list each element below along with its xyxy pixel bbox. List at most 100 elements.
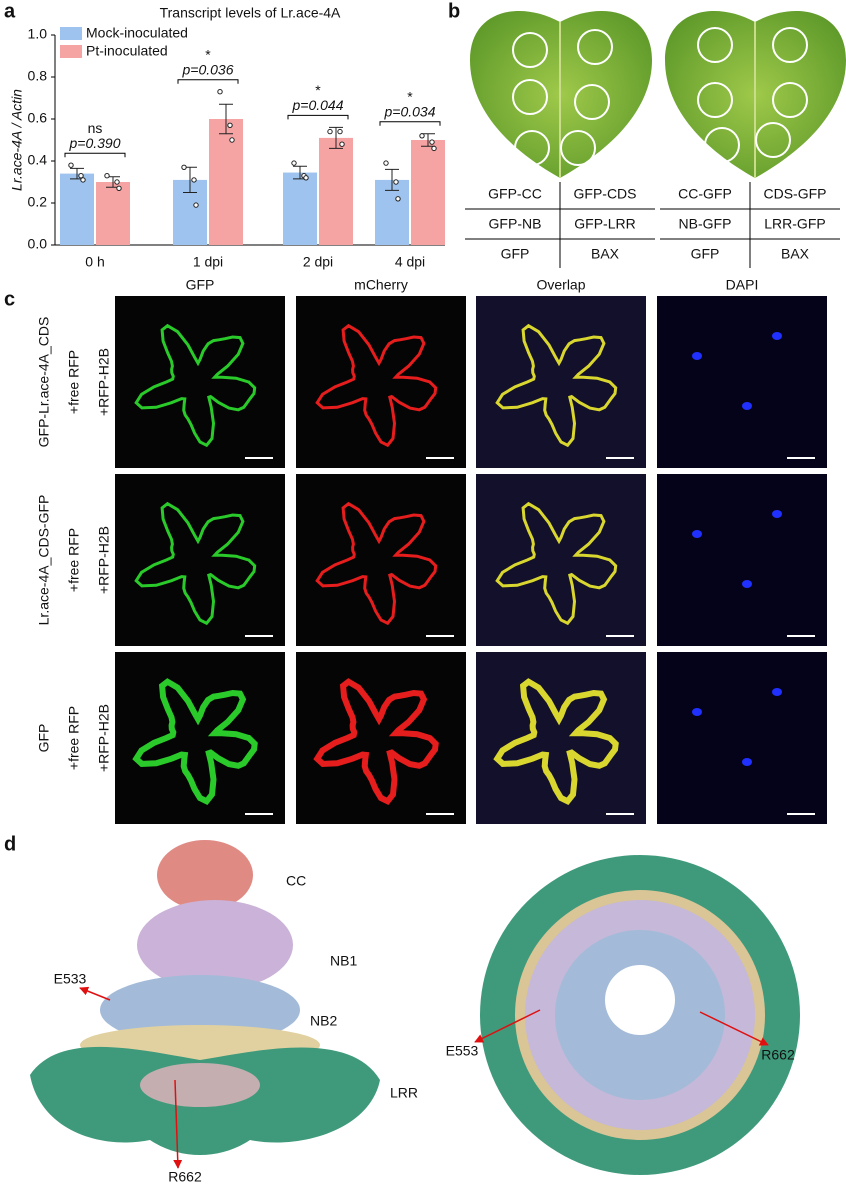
leaf-label: GFP	[691, 246, 720, 262]
y-tick-label: 0.4	[28, 152, 48, 168]
nucleus	[772, 688, 782, 696]
panel-label: b	[448, 0, 460, 22]
data-point	[191, 177, 197, 183]
row-label: +RFP-H2B	[96, 704, 112, 772]
legend-swatch	[60, 45, 82, 58]
x-tick-label: 1 dpi	[193, 254, 223, 270]
structure-label: R662	[168, 1169, 202, 1185]
p-value: p=0.036	[182, 61, 234, 77]
error-bar	[385, 168, 399, 191]
structure-label: E553	[446, 1043, 479, 1059]
y-tick-label: 0.2	[28, 194, 48, 210]
data-point	[431, 145, 437, 152]
structure-label: R662	[761, 1047, 795, 1063]
nucleus	[692, 708, 702, 716]
protein-structure	[480, 855, 800, 1175]
error-bar	[329, 126, 343, 149]
leaf-label: LRR-GFP	[764, 216, 825, 232]
data-point	[339, 141, 345, 147]
nucleus	[742, 758, 752, 766]
cell-outline	[134, 501, 257, 626]
bar	[96, 182, 130, 245]
leaf-image	[470, 10, 652, 178]
significance: ns	[88, 120, 103, 136]
nucleus	[772, 510, 782, 518]
leaf-label: BAX	[591, 246, 620, 262]
data-point	[78, 173, 84, 179]
bar	[60, 173, 94, 245]
bar	[283, 172, 317, 245]
cell-outline	[313, 678, 439, 805]
data-point	[217, 89, 223, 95]
data-point	[181, 164, 187, 171]
micrograph	[657, 296, 827, 468]
structure-label: NB1	[330, 953, 357, 969]
row-label: Lr.ace-4A_CDS-GFP	[36, 495, 52, 626]
p-value: p=0.390	[69, 135, 121, 151]
panel-label: d	[4, 833, 16, 855]
cell-outline	[134, 323, 257, 448]
significance-bracket	[177, 79, 239, 84]
cell-outline	[495, 323, 618, 448]
cell-outline	[315, 501, 438, 626]
leaf-label: BAX	[781, 246, 810, 262]
row-label: +RFP-H2B	[96, 348, 112, 416]
data-point	[327, 128, 333, 135]
y-axis-label: Lr.ace-4A / Actin	[9, 89, 25, 191]
data-point	[291, 160, 297, 166]
column-header: mCherry	[354, 277, 408, 293]
micrograph	[657, 474, 827, 646]
leaf-label: GFP-LRR	[574, 216, 635, 232]
legend-label: Mock-inoculated	[86, 25, 188, 41]
leaf-image	[665, 10, 846, 178]
cell-outline	[493, 678, 619, 805]
data-point	[383, 160, 389, 166]
protein-structure	[30, 840, 380, 1155]
panel-label: a	[4, 0, 16, 22]
significance-bracket	[379, 121, 441, 126]
chart-title: Transcript levels of Lr.ace-4A	[160, 5, 341, 21]
significance: *	[315, 82, 321, 98]
row-label: GFP-Lr.ace-4A_CDS	[36, 317, 52, 448]
structure-label: CC	[286, 873, 306, 889]
leaf-label: CDS-GFP	[764, 186, 827, 202]
y-tick-label: 0.6	[28, 110, 48, 126]
x-tick-label: 0 h	[85, 254, 104, 270]
data-point	[116, 185, 122, 192]
leaf-label: GFP	[501, 246, 530, 262]
y-tick-label: 0.0	[28, 236, 48, 252]
data-point	[303, 175, 309, 181]
column-header: DAPI	[726, 277, 759, 293]
data-point	[337, 128, 343, 135]
data-point	[393, 179, 399, 185]
leaf-label: GFP-NB	[489, 216, 542, 232]
data-point	[104, 173, 110, 179]
cell-outline	[495, 501, 618, 626]
significance-bracket	[64, 152, 126, 158]
nucleus	[692, 530, 702, 538]
p-value: p=0.044	[292, 97, 344, 113]
data-point	[227, 122, 233, 129]
leaf-label: GFP-CDS	[574, 186, 637, 202]
significance: *	[205, 46, 211, 62]
significance-bracket	[287, 114, 349, 120]
column-header: GFP	[186, 277, 215, 293]
legend-label: Pt-inoculated	[86, 43, 168, 59]
significance: *	[407, 88, 413, 104]
panel-label: c	[4, 288, 15, 310]
nucleus	[772, 332, 782, 340]
nucleus	[692, 352, 702, 360]
data-point	[114, 179, 120, 185]
p-value: p=0.034	[384, 103, 436, 119]
y-tick-label: 0.8	[28, 68, 48, 84]
structure-label: E533	[54, 971, 87, 987]
x-tick-label: 2 dpi	[303, 254, 333, 270]
row-label: +free RFP	[66, 528, 82, 592]
cell-outline	[315, 323, 438, 448]
nucleus	[742, 402, 752, 410]
legend-swatch	[60, 27, 82, 40]
leaf-label: NB-GFP	[679, 216, 732, 232]
data-point	[80, 177, 86, 183]
micrograph	[657, 652, 827, 824]
data-point	[193, 202, 199, 208]
